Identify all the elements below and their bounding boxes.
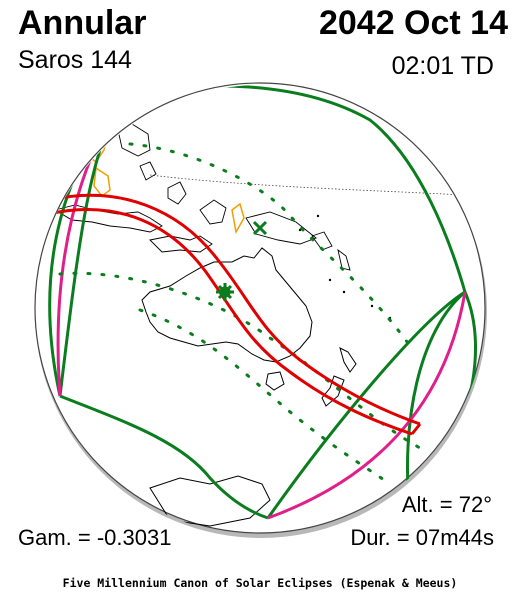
tasmania-land [265,371,285,391]
footer-credit: Five Millennium Canon of Solar Eclipses … [62,576,458,590]
saros-label: Saros 144 [18,46,132,74]
altitude-value: Alt. = 72° [401,492,492,517]
subsolar-point-marker [252,220,268,236]
eclipse-type-title: Annular [18,4,147,42]
greatest-eclipse-marker [216,283,234,301]
antarctica-land [149,475,271,527]
eclipse-time: 02:01 TD [391,52,494,80]
eclipse-date: 2042 Oct 14 [318,4,508,42]
new-zealand-land [321,347,357,407]
terminator-line [149,174,481,197]
gamma-value: Gam. = -0.3031 [18,525,172,550]
australia-land [141,247,313,363]
duration-value: Dur. = 07m44s [350,525,494,550]
globe [34,82,486,534]
magnitude-limit-lines [58,142,422,486]
